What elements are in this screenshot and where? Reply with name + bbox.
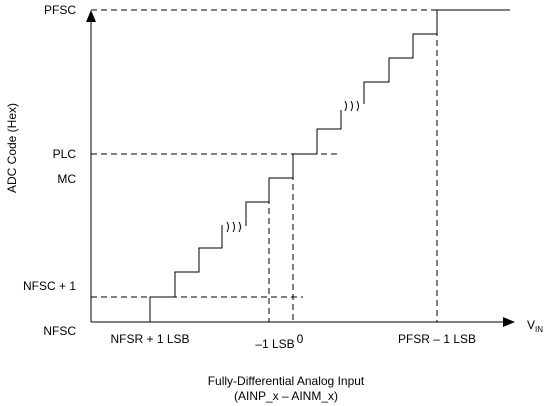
x-axis-symbol: VIN	[527, 318, 543, 334]
caption-line-1: Fully-Differential Analog Input	[208, 374, 365, 388]
label-plc: PLC	[53, 147, 77, 161]
x-axis-arrowhead	[503, 317, 515, 327]
label-pfsr-minus-1lsb: PFSR – 1 LSB	[398, 332, 476, 346]
break-mark-upper	[344, 100, 359, 112]
label-pfsc: PFSC	[44, 3, 76, 17]
label-zero: 0	[297, 332, 304, 346]
label-nfsc: NFSC	[43, 324, 76, 338]
staircase-upper	[363, 9, 510, 104]
caption-line-2: (AINP_x – AINM_x)	[234, 389, 338, 403]
x-axis-symbol-subscript: IN	[535, 325, 543, 334]
staircase-lower	[149, 225, 223, 322]
label-mc: MC	[57, 172, 76, 186]
y-axis-title: ADC Code (Hex)	[5, 103, 19, 193]
label-nfsr-plus-1lsb: NFSR + 1 LSB	[110, 332, 189, 346]
y-axis-arrowhead	[86, 10, 96, 22]
x-axis-symbol-v: V	[527, 318, 535, 332]
label-minus-1lsb: –1 LSB	[255, 337, 294, 351]
break-mark-lower	[226, 221, 241, 233]
label-nfsc-plus-1: NFSC + 1	[23, 279, 76, 293]
staircase-middle	[245, 110, 342, 226]
